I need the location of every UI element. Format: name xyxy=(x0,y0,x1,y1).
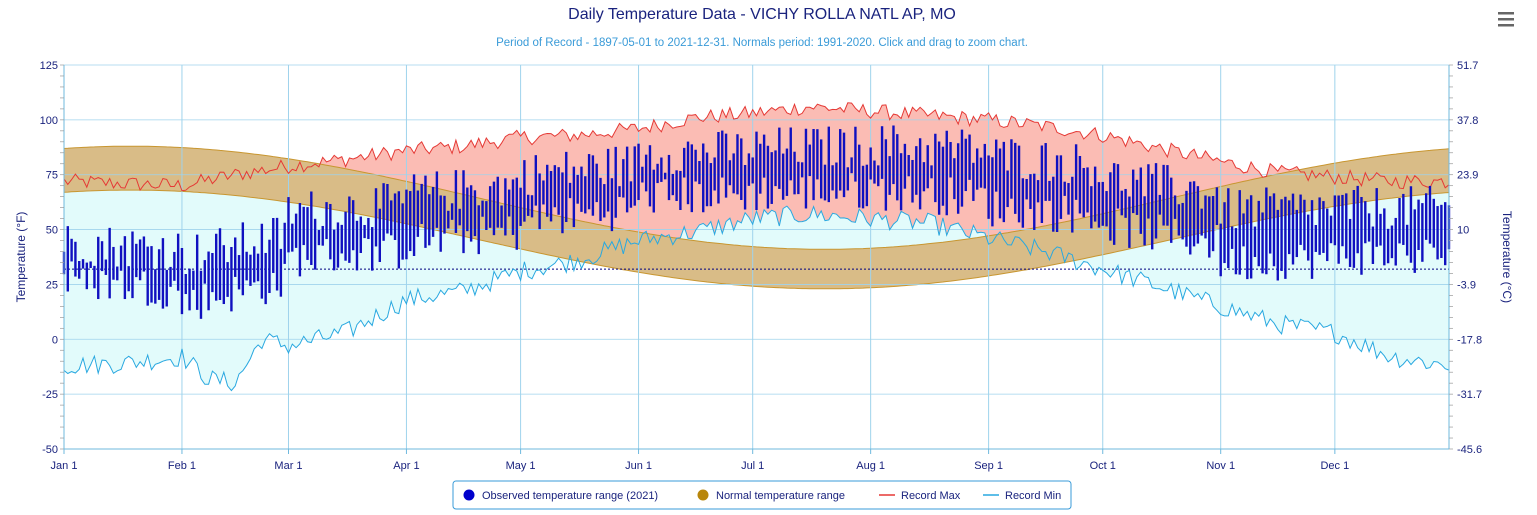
y-tick-label-left: 125 xyxy=(40,60,58,72)
normal-max-line xyxy=(63,145,1450,250)
legend-item-observed[interactable]: Observed temperature range (2021) xyxy=(463,489,659,503)
y-tick-label-right: 37.8 xyxy=(1457,115,1478,127)
y-axis-title-right: Temperature (°C) xyxy=(1500,211,1514,303)
y-tick-label-right: -31.7 xyxy=(1457,389,1482,401)
legend-record-max-label: Record Max xyxy=(901,490,961,502)
x-tick-label: Feb 1 xyxy=(168,460,196,472)
chart-legend: Observed temperature range (2021) Normal… xyxy=(452,480,1072,510)
y-axis-title-left: Temperature (°F) xyxy=(14,212,28,303)
observed-bars xyxy=(62,125,1451,319)
x-tick-label: Jan 1 xyxy=(51,460,78,472)
y-tick-label-right: -3.9 xyxy=(1457,279,1476,291)
y-tick-label-left: 0 xyxy=(52,334,58,346)
y-tick-label-left: -50 xyxy=(42,444,58,456)
y-tick-label-left: 50 xyxy=(46,225,58,237)
legend-observed-symbol xyxy=(463,489,475,501)
x-tick-label: Apr 1 xyxy=(393,460,419,472)
legend-observed-label: Observed temperature range (2021) xyxy=(482,490,658,502)
chart-menu-button[interactable] xyxy=(1494,8,1518,30)
legend-box xyxy=(452,480,1072,510)
legend-normal-label: Normal temperature range xyxy=(716,490,845,502)
x-tick-label: Jul 1 xyxy=(741,460,764,472)
y-tick-label-left: 100 xyxy=(40,115,58,127)
x-tick-label: Jun 1 xyxy=(625,460,652,472)
y-tick-label-right: -17.8 xyxy=(1457,334,1482,346)
legend-item-record-max[interactable]: Record Max xyxy=(879,490,961,502)
x-tick-label: Mar 1 xyxy=(274,460,302,472)
x-tick-label: Aug 1 xyxy=(856,460,885,472)
y-tick-label-left: -25 xyxy=(42,389,58,401)
axes: 125 51.7 100 37.8 75 23.9 50 10 25 -3.9 0 -17.8 -25 -… xyxy=(40,60,1482,472)
hamburger-menu-icon xyxy=(1498,12,1514,27)
legend-item-normal[interactable]: Normal temperature range xyxy=(697,489,846,503)
y-tick-label-right: 10 xyxy=(1457,225,1469,237)
y-tick-label-right: 51.7 xyxy=(1457,60,1478,72)
chart-title: Daily Temperature Data - VICHY ROLLA NAT… xyxy=(568,6,956,23)
y-tick-label-right: 23.9 xyxy=(1457,170,1478,182)
legend-record-min-label: Record Min xyxy=(1005,490,1061,502)
x-tick-label: Dec 1 xyxy=(1320,460,1349,472)
plot-area[interactable] xyxy=(62,64,1451,450)
x-tick-label: Sep 1 xyxy=(974,460,1003,472)
x-tick-label: Oct 1 xyxy=(1090,460,1116,472)
legend-normal-symbol xyxy=(697,489,709,501)
record-min-line xyxy=(63,205,1450,392)
y-tick-label-left: 25 xyxy=(46,279,58,291)
chart-subtitle: Period of Record - 1897-05-01 to 2021-12… xyxy=(496,37,1028,49)
legend-item-record-min[interactable]: Record Min xyxy=(983,490,1061,502)
y-tick-label-left: 75 xyxy=(46,170,58,182)
y-tick-label-right: -45.6 xyxy=(1457,444,1482,456)
x-tick-label: Nov 1 xyxy=(1206,460,1235,472)
x-tick-label: May 1 xyxy=(506,460,536,472)
record-max-line xyxy=(63,102,1450,192)
